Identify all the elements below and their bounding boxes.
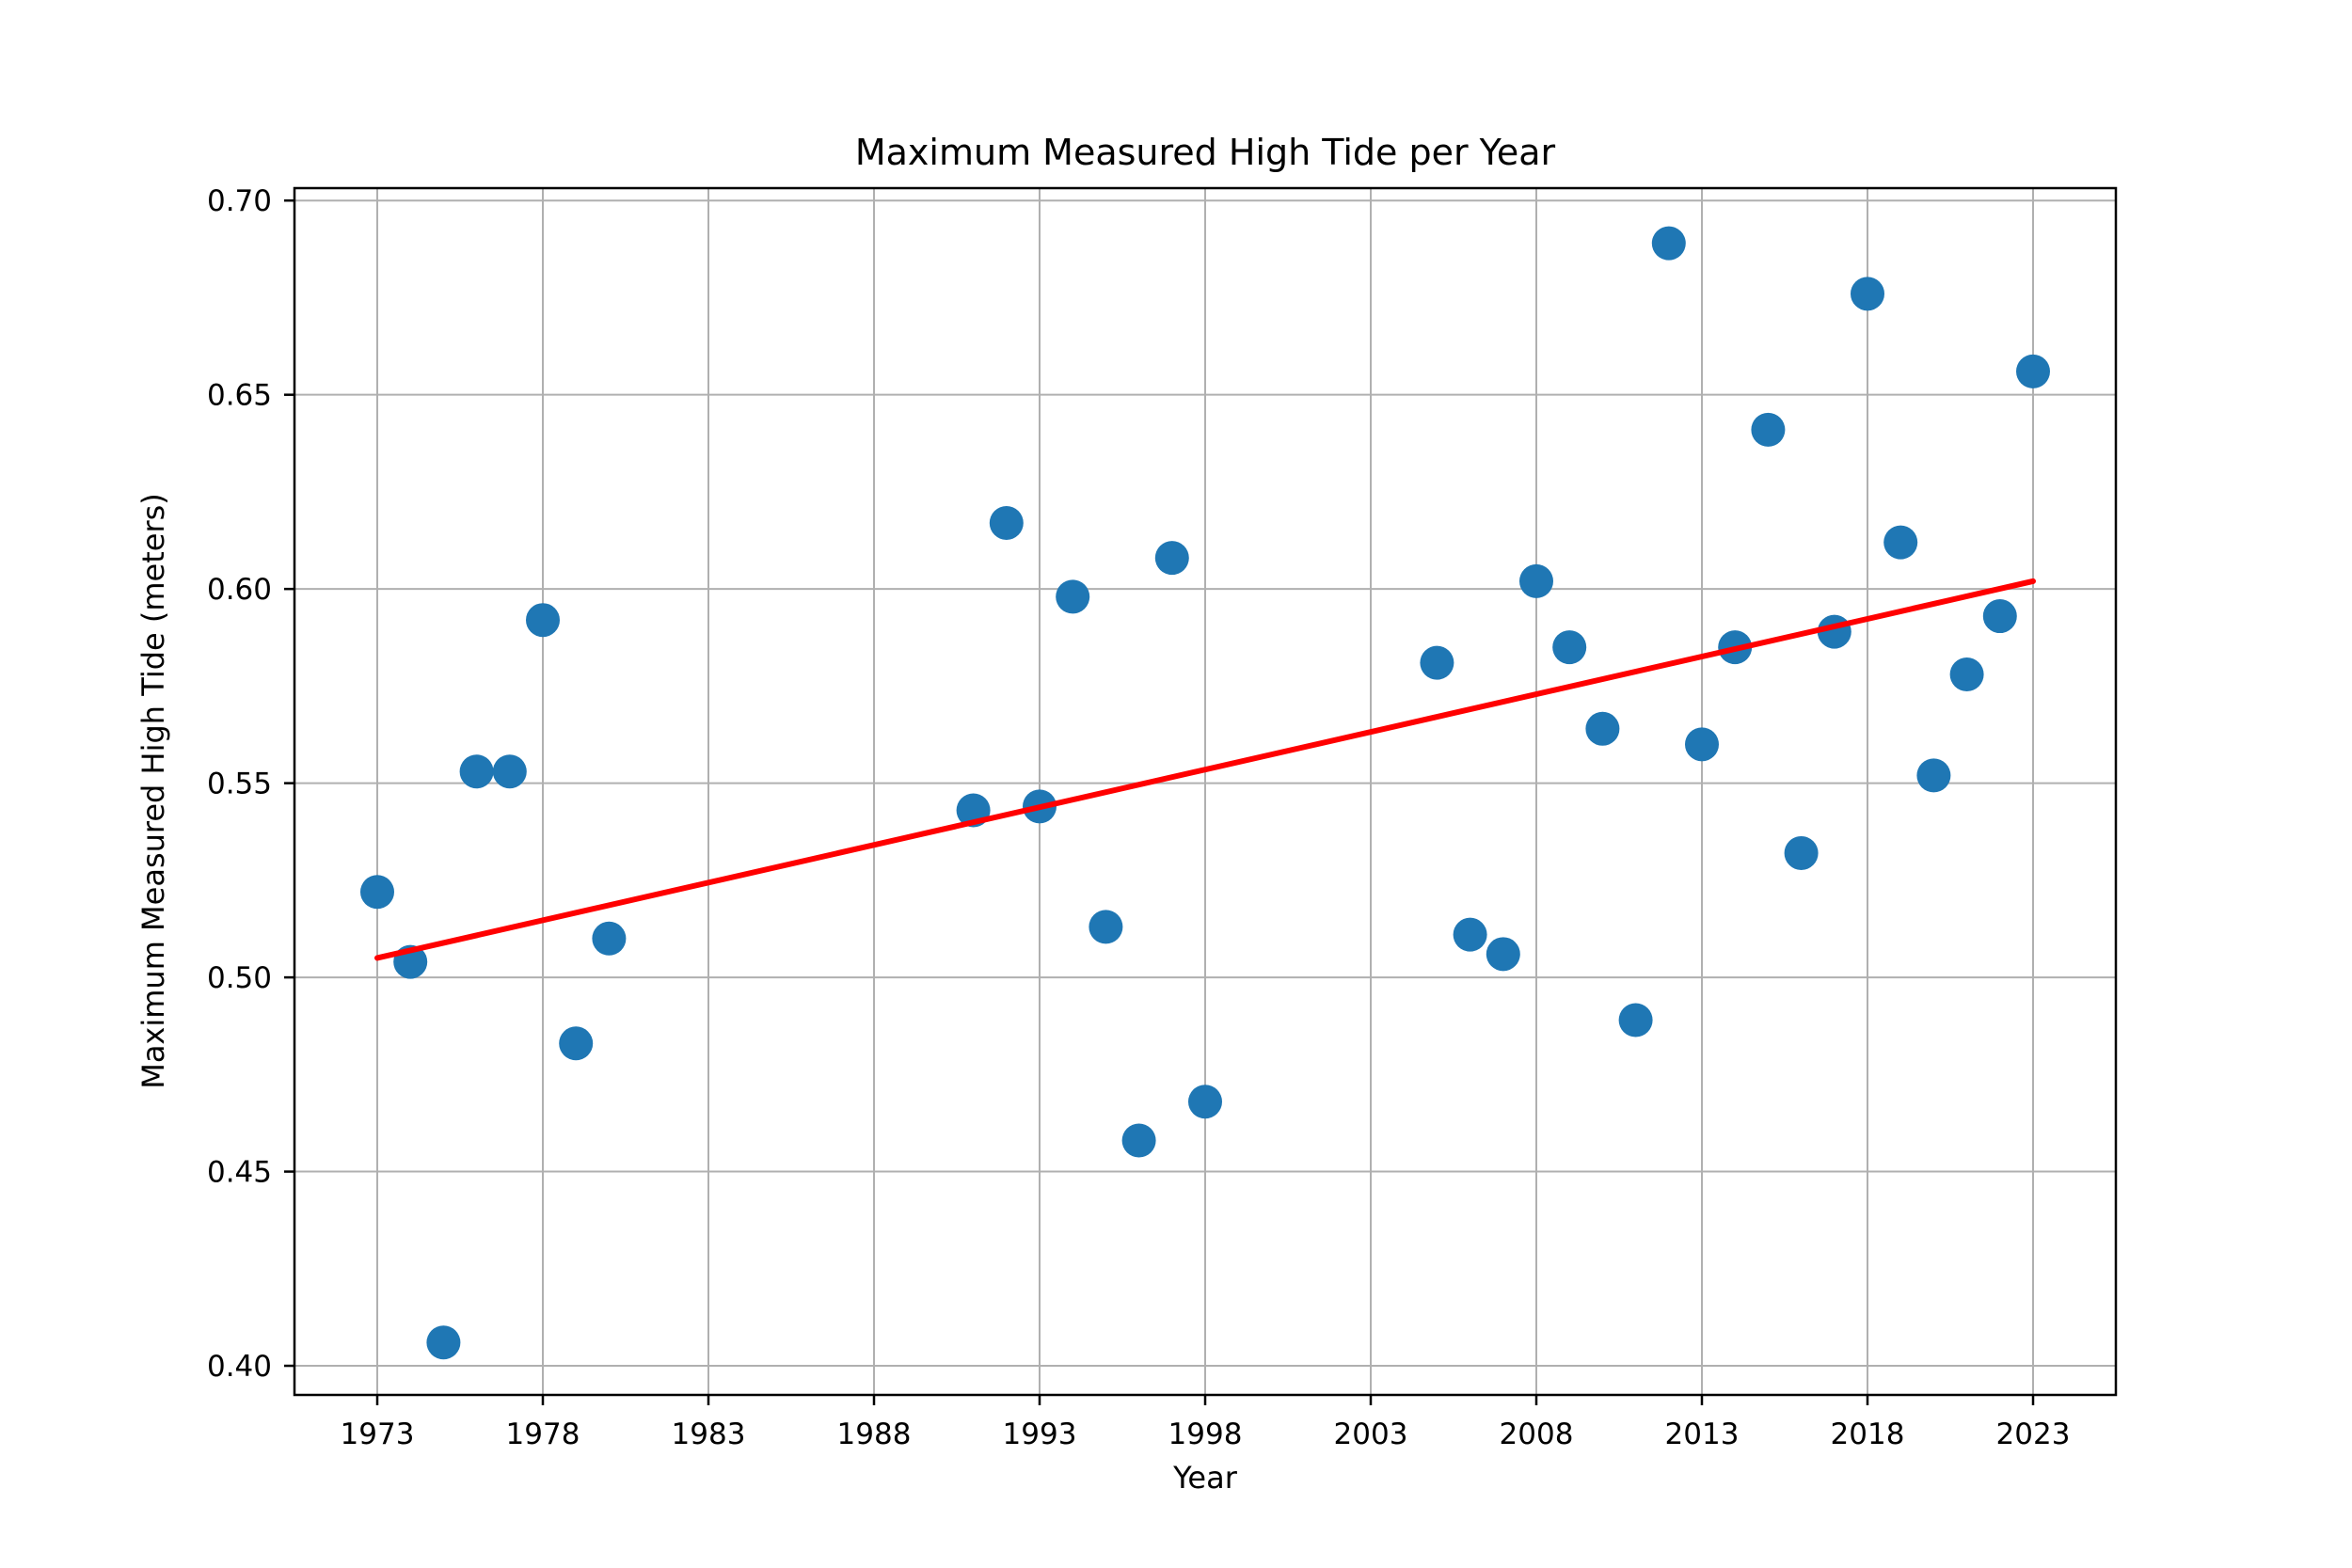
data-point <box>1188 1085 1222 1119</box>
x-tick-label: 2023 <box>1996 1418 2071 1451</box>
x-tick-label: 2013 <box>1665 1418 1740 1451</box>
data-point <box>1916 758 1951 793</box>
data-point <box>1618 1003 1653 1037</box>
y-tick-label: 0.50 <box>207 961 272 995</box>
data-point <box>1585 711 1620 746</box>
y-tick-label: 0.45 <box>207 1156 272 1190</box>
data-point <box>1089 910 1123 944</box>
data-point <box>1784 835 1819 870</box>
y-axis-label: Maximum Measured High Tide (meters) <box>135 493 171 1089</box>
data-point <box>1486 937 1520 972</box>
data-point <box>1685 727 1719 762</box>
data-point <box>1519 563 1553 598</box>
x-tick-label: 1993 <box>1003 1418 1077 1451</box>
y-tick-label: 0.40 <box>207 1350 272 1384</box>
data-point <box>1751 412 1786 447</box>
x-tick-label: 1988 <box>837 1418 912 1451</box>
data-point <box>2016 354 2050 388</box>
data-point <box>360 875 394 910</box>
x-axis-label: Year <box>1173 1460 1237 1496</box>
data-point <box>1154 541 1189 576</box>
data-point <box>1056 579 1090 614</box>
data-point <box>1420 645 1454 680</box>
data-point <box>559 1026 594 1061</box>
data-point <box>1949 657 1984 691</box>
x-tick-label: 1978 <box>506 1418 580 1451</box>
y-tick-label: 0.60 <box>207 573 272 607</box>
data-point <box>1453 917 1487 952</box>
y-tick-label: 0.55 <box>207 768 272 801</box>
data-point <box>989 505 1024 540</box>
data-point <box>592 921 627 956</box>
data-point <box>1883 525 1918 560</box>
x-tick-label: 2008 <box>1500 1418 1574 1451</box>
x-tick-label: 1973 <box>341 1418 415 1451</box>
chart-title: Maximum Measured High Tide per Year <box>854 132 1556 173</box>
y-tick-label: 0.70 <box>207 184 272 218</box>
x-tick-label: 1983 <box>672 1418 746 1451</box>
x-tick-label: 2018 <box>1831 1418 1905 1451</box>
data-point <box>1851 277 1884 311</box>
data-point <box>1982 599 2017 634</box>
x-tick-label: 2003 <box>1334 1418 1408 1451</box>
data-point <box>1121 1123 1156 1158</box>
data-point <box>492 754 527 789</box>
y-tick-label: 0.65 <box>207 379 272 413</box>
data-point <box>526 603 560 638</box>
data-point <box>1552 630 1587 665</box>
data-point <box>1651 226 1686 261</box>
trend-line <box>374 578 2036 961</box>
data-point <box>459 754 494 789</box>
data-point <box>426 1325 461 1360</box>
x-tick-label: 1998 <box>1168 1418 1243 1451</box>
